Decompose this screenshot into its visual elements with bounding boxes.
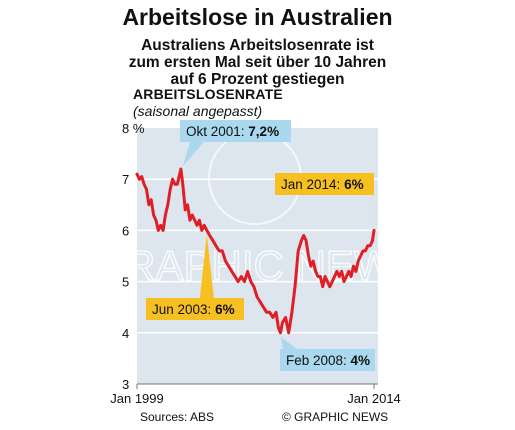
chart-title: Arbeitslose in Australien	[122, 4, 393, 30]
callout-label-3: Jan 2014:	[281, 177, 344, 192]
subtitle-line-3: auf 6 Prozent gestiegen	[170, 71, 345, 88]
chart-subtitle: Australiens Arbeitslosenrate ist zum ers…	[0, 37, 515, 88]
y-tick-label-3: 3	[122, 377, 129, 392]
y-tick-label-4: 4	[122, 326, 129, 341]
callout-value-2: 4%	[351, 353, 371, 368]
y-tick-label-6: 6	[122, 223, 129, 238]
callout-label-0: Okt 2001:	[186, 124, 248, 139]
y-tick-label-5: 5	[122, 275, 129, 290]
series-line	[135, 167, 376, 335]
callout-label-1: Jun 2003:	[152, 302, 215, 317]
callout-box-1	[146, 298, 244, 320]
callout-value-0: 7,2%	[248, 124, 279, 139]
callout-box-3	[275, 173, 374, 195]
plot-background	[137, 128, 378, 384]
callout-pointer-2	[280, 336, 297, 349]
callout-pointer-0	[182, 142, 204, 166]
y-tick-label-7: 7	[122, 172, 129, 187]
callout-text-0: Okt 2001: 7,2%	[186, 124, 279, 139]
source-note: Sources: ABS	[140, 410, 215, 424]
callout-box-0	[180, 120, 291, 142]
callout-pointer-1	[199, 234, 214, 298]
callout-box-2	[280, 349, 375, 371]
credit-note: © GRAPHIC NEWS	[282, 410, 389, 424]
callout-value-1: 6%	[215, 302, 235, 317]
callout-label-2: Feb 2008:	[286, 353, 351, 368]
callout-text-3: Jan 2014: 6%	[281, 177, 364, 192]
callout-value-3: 6%	[344, 177, 364, 192]
x-tick-label-0: Jan 1999	[110, 391, 164, 406]
subtitle-line-2: zum ersten Mal seit über 10 Jahren	[128, 54, 387, 71]
y-axis-label: Arbeitslosenrate	[133, 86, 283, 102]
callout-text-2: Feb 2008: 4%	[286, 353, 370, 368]
y-axis-note: (saisonal angepasst)	[133, 103, 263, 119]
callout-text-1: Jun 2003: 6%	[152, 302, 235, 317]
y-tick-label-8: 8 %	[122, 121, 145, 136]
x-tick-label-1: Jan 2014	[347, 391, 401, 406]
subtitle-line-1: Australiens Arbeitslosenrate ist	[141, 37, 374, 54]
